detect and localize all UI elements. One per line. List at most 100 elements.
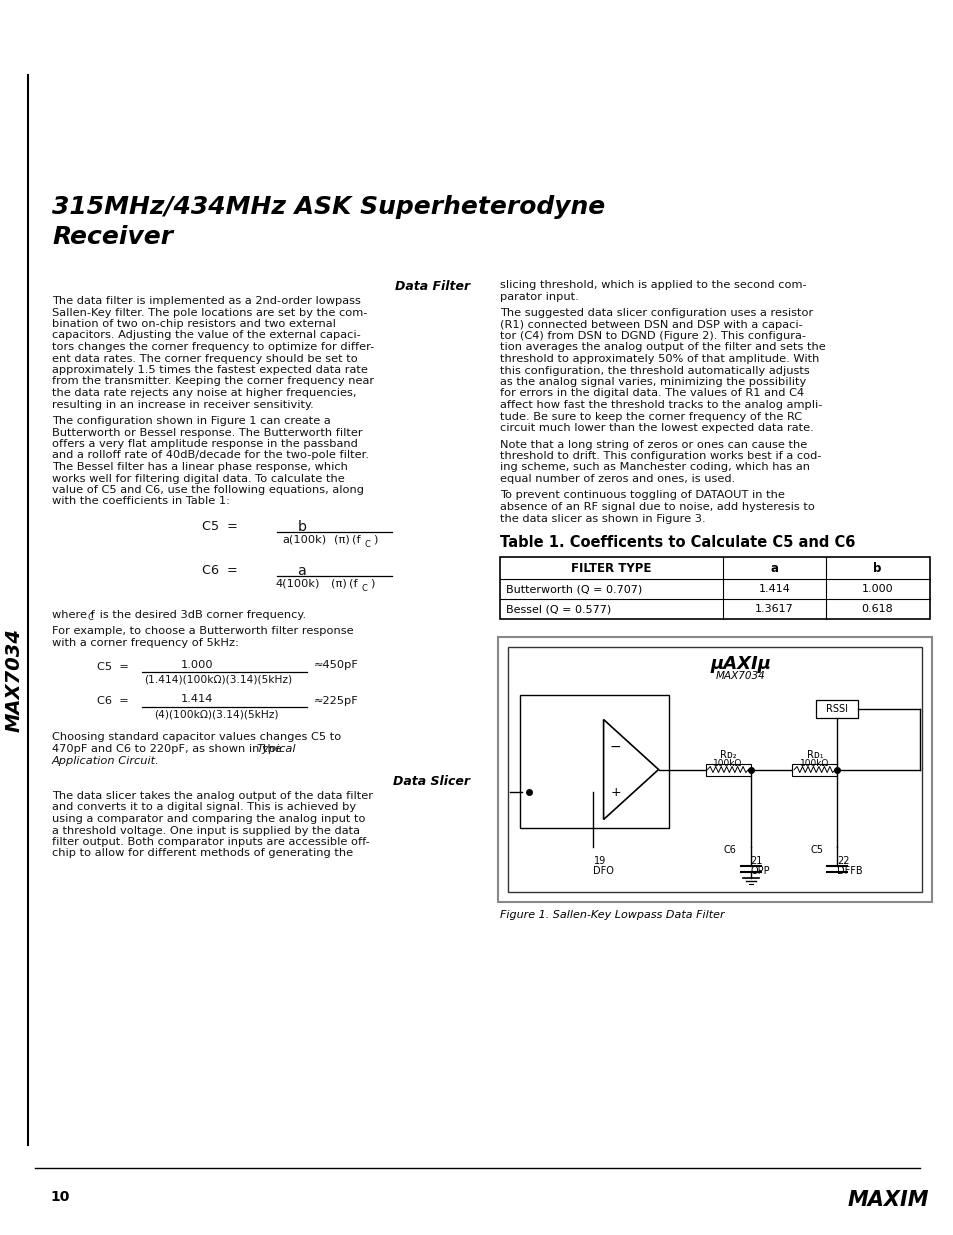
- Text: −: −: [609, 740, 620, 755]
- Text: 1.3617: 1.3617: [755, 604, 793, 614]
- Text: threshold to drift. This configuration works best if a cod-: threshold to drift. This configuration w…: [499, 451, 821, 461]
- Text: MAX7034: MAX7034: [716, 671, 765, 680]
- Text: tors changes the corner frequency to optimize for differ-: tors changes the corner frequency to opt…: [52, 342, 374, 352]
- Text: Rᴅ₂: Rᴅ₂: [719, 750, 736, 760]
- Text: tion averages the analog output of the filter and sets the: tion averages the analog output of the f…: [499, 342, 825, 352]
- Text: The configuration shown in Figure 1 can create a: The configuration shown in Figure 1 can …: [52, 416, 331, 426]
- Bar: [815, 699, 857, 718]
- Text: C5  =: C5 =: [202, 520, 237, 532]
- Text: C6  =: C6 =: [202, 563, 237, 577]
- Text: C: C: [361, 584, 368, 593]
- Text: a: a: [297, 564, 306, 578]
- Text: ): ): [373, 535, 376, 545]
- Text: works well for filtering digital data. To calculate the: works well for filtering digital data. T…: [52, 473, 344, 483]
- Text: 100kΩ: 100kΩ: [800, 758, 828, 767]
- Text: 1.414: 1.414: [181, 694, 213, 704]
- Text: chip to allow for different methods of generating the: chip to allow for different methods of g…: [52, 848, 353, 858]
- Bar: [507, 647, 921, 892]
- Text: with the coefficients in Table 1:: with the coefficients in Table 1:: [52, 496, 230, 506]
- Text: equal number of zeros and ones, is used.: equal number of zeros and ones, is used.: [499, 474, 735, 484]
- Text: with a corner frequency of 5kHz:: with a corner frequency of 5kHz:: [52, 638, 238, 648]
- Text: 1.414: 1.414: [758, 584, 790, 594]
- Text: The data slicer takes the analog output of the data filter: The data slicer takes the analog output …: [52, 790, 373, 802]
- Text: using a comparator and comparing the analog input to: using a comparator and comparing the ana…: [52, 814, 365, 824]
- Text: Receiver: Receiver: [52, 225, 172, 249]
- Text: For example, to choose a Butterworth filter response: For example, to choose a Butterworth fil…: [52, 626, 354, 636]
- Bar: [499, 557, 929, 619]
- Text: from the transmitter. Keeping the corner frequency near: from the transmitter. Keeping the corner…: [52, 377, 374, 387]
- Text: 1.000: 1.000: [861, 584, 892, 594]
- Text: (f: (f: [352, 535, 360, 545]
- Text: C6: C6: [723, 845, 736, 855]
- Text: 100kΩ: 100kΩ: [713, 758, 741, 767]
- Text: 470pF and C6 to 220pF, as shown in the: 470pF and C6 to 220pF, as shown in the: [52, 743, 285, 755]
- Text: resulting in an increase in receiver sensitivity.: resulting in an increase in receiver sen…: [52, 399, 314, 410]
- Text: C6  =: C6 =: [97, 697, 129, 706]
- Text: the data slicer as shown in Figure 3.: the data slicer as shown in Figure 3.: [499, 514, 705, 524]
- Text: filter output. Both comparator inputs are accessible off-: filter output. Both comparator inputs ar…: [52, 837, 370, 847]
- Text: Figure 1. Sallen-Key Lowpass Data Filter: Figure 1. Sallen-Key Lowpass Data Filter: [499, 910, 724, 920]
- Text: C: C: [364, 540, 371, 550]
- Text: OPP: OPP: [750, 866, 769, 876]
- Text: ing scheme, such as Manchester coding, which has an: ing scheme, such as Manchester coding, w…: [499, 462, 809, 473]
- Text: Rᴅ₁: Rᴅ₁: [805, 750, 822, 760]
- Bar: [497, 637, 931, 902]
- Text: 21: 21: [750, 856, 762, 866]
- Text: Data Filter: Data Filter: [395, 280, 470, 293]
- Text: (π): (π): [334, 535, 350, 545]
- Text: slicing threshold, which is applied to the second com-: slicing threshold, which is applied to t…: [499, 280, 806, 290]
- Text: where f: where f: [52, 610, 94, 620]
- Text: capacitors. Adjusting the value of the external capaci-: capacitors. Adjusting the value of the e…: [52, 331, 360, 341]
- Text: value of C5 and C6, use the following equations, along: value of C5 and C6, use the following eq…: [52, 485, 364, 495]
- Text: μAXIμ: μAXIμ: [710, 655, 771, 673]
- Text: C5  =: C5 =: [97, 662, 129, 672]
- Text: a(100k): a(100k): [281, 535, 326, 545]
- Text: ): ): [370, 579, 374, 589]
- Text: absence of an RF signal due to noise, add hysteresis to: absence of an RF signal due to noise, ad…: [499, 501, 814, 513]
- Text: tor (C4) from DSN to DGND (Figure 2). This configura-: tor (C4) from DSN to DGND (Figure 2). Th…: [499, 331, 805, 341]
- Text: threshold to approximately 50% of that amplitude. With: threshold to approximately 50% of that a…: [499, 354, 819, 364]
- Text: Bessel (Q = 0.577): Bessel (Q = 0.577): [505, 604, 611, 614]
- Text: 1.000: 1.000: [180, 659, 213, 669]
- Text: for errors in the digital data. The values of R1 and C4: for errors in the digital data. The valu…: [499, 389, 803, 399]
- Text: Sallen-Key filter. The pole locations are set by the com-: Sallen-Key filter. The pole locations ar…: [52, 308, 367, 317]
- Text: 22: 22: [837, 856, 849, 866]
- Text: 10: 10: [50, 1191, 70, 1204]
- Text: 19: 19: [593, 856, 605, 866]
- Text: Butterworth or Bessel response. The Butterworth filter: Butterworth or Bessel response. The Butt…: [52, 427, 362, 437]
- Text: (π): (π): [331, 579, 346, 589]
- Text: ent data rates. The corner frequency should be set to: ent data rates. The corner frequency sho…: [52, 353, 357, 363]
- Bar: [792, 763, 837, 776]
- Text: approximately 1.5 times the fastest expected data rate: approximately 1.5 times the fastest expe…: [52, 366, 368, 375]
- Text: Butterworth (Q = 0.707): Butterworth (Q = 0.707): [505, 584, 641, 594]
- Text: affect how fast the threshold tracks to the analog ampli-: affect how fast the threshold tracks to …: [499, 400, 821, 410]
- Text: Typical: Typical: [256, 743, 296, 755]
- Text: and a rolloff rate of 40dB/decade for the two-pole filter.: and a rolloff rate of 40dB/decade for th…: [52, 451, 369, 461]
- Text: DFO: DFO: [593, 866, 614, 876]
- Text: (4)(100kΩ)(3.14)(5kHz): (4)(100kΩ)(3.14)(5kHz): [153, 709, 278, 720]
- Text: b: b: [297, 520, 306, 534]
- Text: b: b: [872, 562, 881, 574]
- Text: MAX7034: MAX7034: [5, 629, 24, 732]
- Text: 0.618: 0.618: [861, 604, 892, 614]
- Text: 4(100k): 4(100k): [275, 579, 320, 589]
- Text: Application Circuit.: Application Circuit.: [52, 756, 159, 766]
- Bar: [705, 763, 750, 776]
- Text: offers a very flat amplitude response in the passband: offers a very flat amplitude response in…: [52, 438, 357, 450]
- Text: tude. Be sure to keep the corner frequency of the RC: tude. Be sure to keep the corner frequen…: [499, 411, 801, 421]
- Text: Choosing standard capacitor values changes C5 to: Choosing standard capacitor values chang…: [52, 732, 341, 742]
- Text: To prevent continuous toggling of DATAOUT in the: To prevent continuous toggling of DATAOU…: [499, 490, 784, 500]
- Text: Data Slicer: Data Slicer: [393, 776, 470, 788]
- Text: The Bessel filter has a linear phase response, which: The Bessel filter has a linear phase res…: [52, 462, 348, 472]
- Text: FILTER TYPE: FILTER TYPE: [571, 562, 651, 574]
- Bar: [519, 695, 668, 827]
- Text: Note that a long string of zeros or ones can cause the: Note that a long string of zeros or ones…: [499, 440, 806, 450]
- Text: (R1) connected between DSN and DSP with a capaci-: (R1) connected between DSN and DSP with …: [499, 320, 801, 330]
- Text: ≈225pF: ≈225pF: [314, 695, 358, 705]
- Text: is the desired 3dB corner frequency.: is the desired 3dB corner frequency.: [96, 610, 306, 620]
- Text: a threshold voltage. One input is supplied by the data: a threshold voltage. One input is suppli…: [52, 825, 359, 836]
- Text: the data rate rejects any noise at higher frequencies,: the data rate rejects any noise at highe…: [52, 388, 356, 398]
- Text: and converts it to a digital signal. This is achieved by: and converts it to a digital signal. Thi…: [52, 803, 355, 813]
- Text: parator input.: parator input.: [499, 291, 578, 301]
- Text: DFFB: DFFB: [837, 866, 862, 876]
